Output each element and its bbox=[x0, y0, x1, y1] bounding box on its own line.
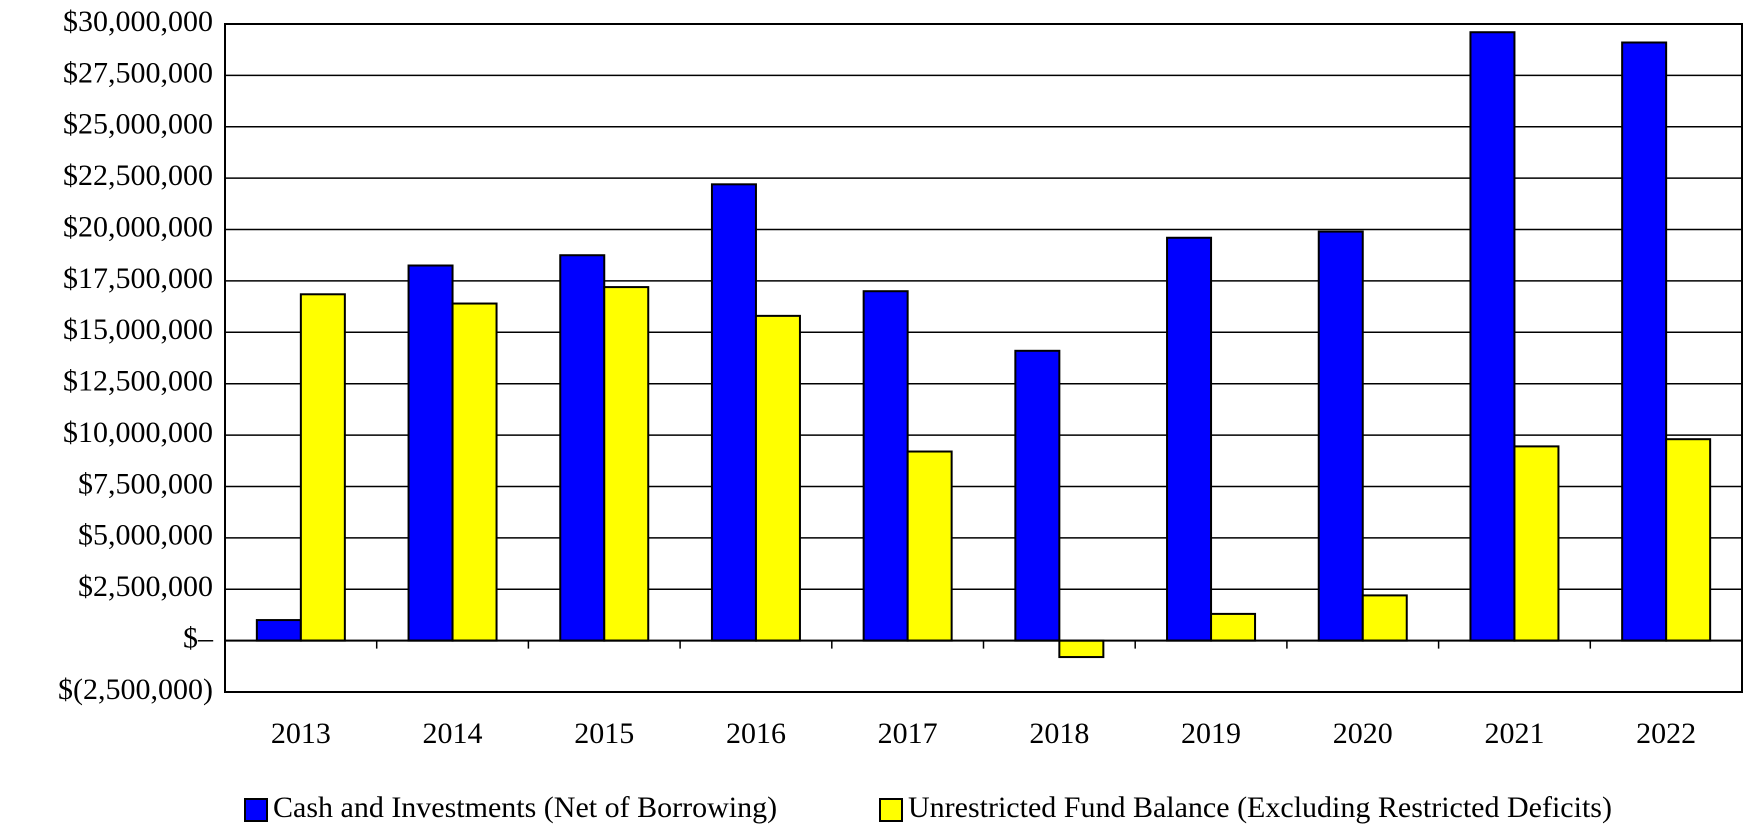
legend-label: Cash and Investments (Net of Borrowing) bbox=[273, 791, 777, 824]
y-tick-label: $(2,500,000) bbox=[58, 673, 213, 706]
x-tick-label: 2018 bbox=[1029, 717, 1089, 750]
y-tick-label: $2,500,000 bbox=[78, 570, 213, 603]
bar bbox=[299, 293, 346, 642]
bar bbox=[1513, 445, 1560, 642]
bar bbox=[1469, 31, 1516, 642]
bar bbox=[407, 264, 454, 642]
y-tick-label: $15,000,000 bbox=[63, 313, 213, 346]
bar bbox=[710, 183, 757, 642]
x-tick-label: 2021 bbox=[1484, 717, 1544, 750]
y-tick-label: $12,500,000 bbox=[63, 365, 213, 398]
bar bbox=[1361, 594, 1408, 642]
legend-label: Unrestricted Fund Balance (Excluding Res… bbox=[908, 791, 1612, 824]
x-tick-label: 2017 bbox=[878, 717, 938, 750]
bar bbox=[1166, 236, 1213, 642]
bar bbox=[906, 450, 953, 642]
x-tick-label: 2013 bbox=[271, 717, 331, 750]
bar bbox=[1665, 438, 1712, 642]
bar bbox=[451, 302, 498, 642]
y-tick-label: $– bbox=[183, 622, 214, 655]
y-tick-label: $17,500,000 bbox=[63, 262, 213, 295]
x-tick-label: 2020 bbox=[1333, 717, 1393, 750]
plot-border bbox=[224, 23, 1743, 693]
bar bbox=[559, 254, 606, 642]
legend-swatch bbox=[244, 798, 268, 822]
x-tick-label: 2022 bbox=[1636, 717, 1696, 750]
bar bbox=[1058, 639, 1105, 659]
y-tick-label: $22,500,000 bbox=[63, 159, 213, 192]
x-tick-label: 2019 bbox=[1181, 717, 1241, 750]
bar bbox=[754, 314, 801, 642]
bar bbox=[255, 619, 302, 642]
y-tick-label: $30,000,000 bbox=[63, 5, 213, 38]
bar bbox=[1014, 349, 1061, 642]
y-tick-label: $5,000,000 bbox=[78, 519, 213, 552]
bar bbox=[603, 286, 650, 642]
bar bbox=[1317, 230, 1364, 642]
y-tick-label: $10,000,000 bbox=[63, 416, 213, 449]
x-tick-label: 2016 bbox=[726, 717, 786, 750]
x-tick-label: 2015 bbox=[574, 717, 634, 750]
y-tick-label: $27,500,000 bbox=[63, 56, 213, 89]
bar bbox=[862, 290, 909, 642]
x-tick-label: 2014 bbox=[423, 717, 483, 750]
legend-swatch bbox=[879, 798, 903, 822]
y-tick-label: $7,500,000 bbox=[78, 467, 213, 500]
bar bbox=[1210, 612, 1257, 642]
y-tick-label: $25,000,000 bbox=[63, 108, 213, 141]
bar bbox=[1621, 41, 1668, 642]
y-tick-label: $20,000,000 bbox=[63, 210, 213, 243]
